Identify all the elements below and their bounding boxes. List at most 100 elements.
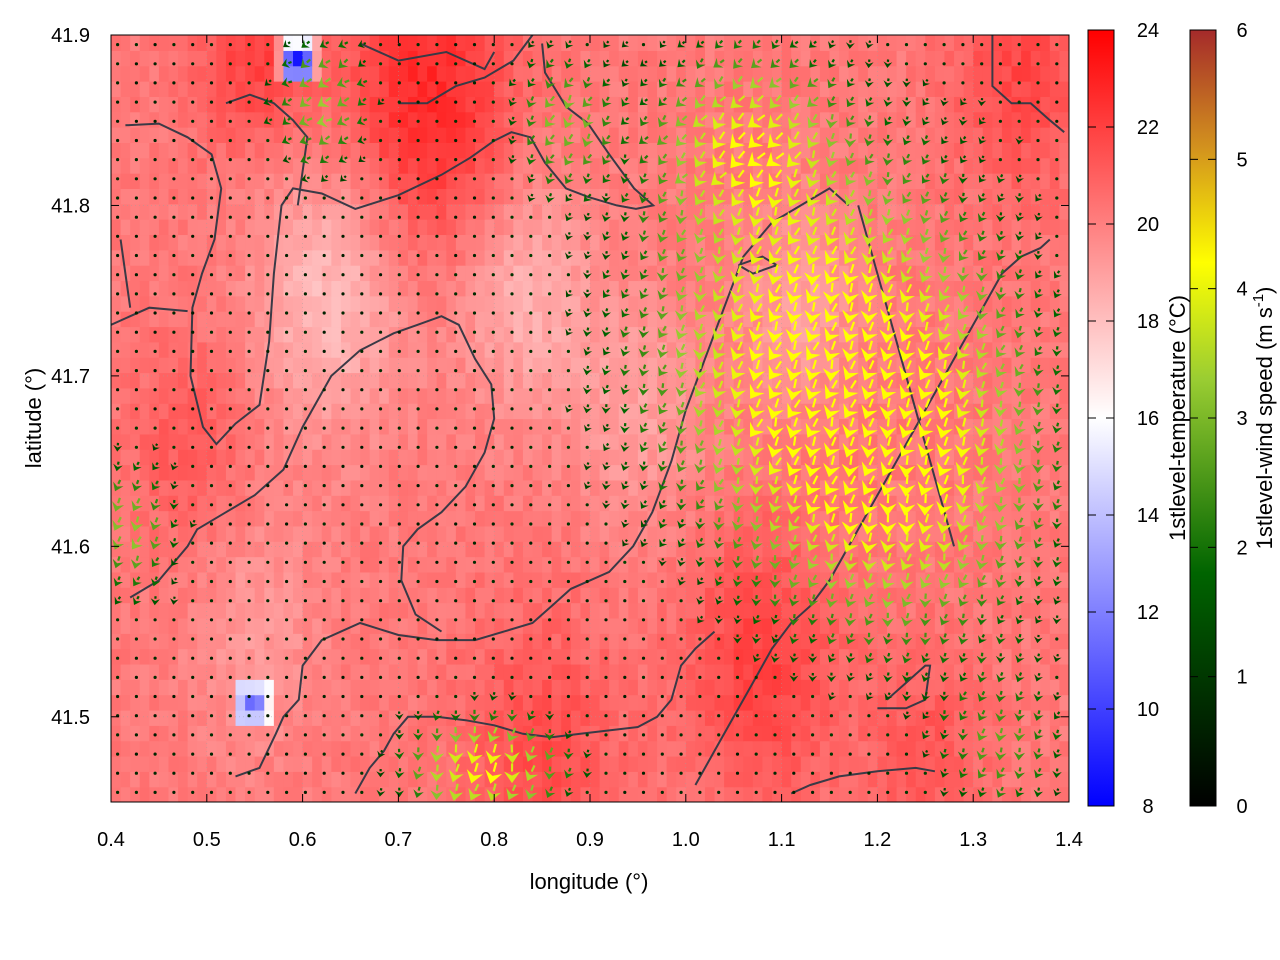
heat-cell: [494, 35, 505, 51]
heat-cell: [206, 694, 217, 711]
heat-cell: [139, 433, 150, 450]
heat-cell: [1059, 96, 1069, 113]
heat-cell: [628, 602, 639, 619]
heat-cell: [139, 203, 150, 220]
heat-cell: [388, 633, 399, 650]
heat-cell: [225, 127, 237, 143]
heat-cell: [781, 525, 792, 542]
heat-cell: [609, 249, 620, 266]
heat-cell: [321, 234, 332, 251]
heat-cell: [733, 234, 744, 251]
heat-cell: [867, 709, 878, 726]
heat-cell: [848, 280, 859, 297]
heat-cell: [695, 464, 706, 481]
heat-cell: [455, 157, 467, 174]
heat-cell: [216, 127, 227, 143]
heat-cell: [407, 111, 419, 128]
heat-cell: [331, 357, 342, 374]
heat-cell: [915, 188, 926, 205]
heat-cell: [733, 541, 744, 558]
heat-cell: [149, 280, 160, 297]
heat-cell: [436, 771, 447, 788]
heat-cell: [436, 679, 447, 696]
heat-cell: [743, 449, 754, 466]
heat-cell: [896, 464, 907, 481]
heat-cell: [120, 219, 131, 236]
heat-cell: [427, 694, 438, 711]
heat-cell: [446, 311, 457, 328]
heat-cell: [532, 771, 543, 788]
heat-cell: [168, 495, 179, 512]
heat-cell: [647, 157, 658, 174]
heat-cell: [647, 725, 658, 742]
heat-cell: [1011, 203, 1022, 220]
heat-cell: [407, 433, 419, 450]
heat-cell: [369, 326, 380, 343]
heat-cell: [484, 510, 495, 527]
heat-cell: [321, 617, 332, 634]
heat-cell: [772, 571, 783, 588]
heat-cell: [283, 755, 294, 772]
heat-cell: [915, 433, 926, 450]
heat-cell: [312, 265, 323, 282]
heat-cell: [839, 249, 850, 266]
heat-cell: [111, 96, 122, 113]
heat-cell: [1011, 464, 1022, 481]
heat-cell: [187, 449, 198, 466]
heat-cell: [1001, 786, 1013, 802]
heat-cell: [1001, 525, 1013, 542]
heat-cell: [503, 464, 514, 481]
heat-cell: [522, 755, 534, 772]
heat-cell: [877, 709, 888, 726]
heat-cell: [283, 142, 294, 159]
heat-cell: [264, 265, 275, 282]
heat-cell: [781, 433, 792, 450]
heat-cell: [695, 786, 706, 802]
heat-cell: [302, 433, 313, 450]
heat-cell: [580, 633, 591, 650]
heat-cell: [886, 81, 898, 97]
heat-cell: [551, 81, 562, 97]
heat-cell: [599, 648, 610, 665]
heat-cell: [1021, 418, 1032, 435]
heat-cell: [1001, 541, 1013, 558]
heat-cell: [858, 265, 869, 282]
heat-cell: [398, 602, 409, 619]
heat-cell: [695, 142, 706, 159]
heat-cell: [417, 326, 428, 343]
heat-cell: [580, 433, 591, 450]
heat-cell: [427, 587, 438, 604]
heat-cell: [819, 617, 831, 634]
heat-cell: [513, 326, 524, 343]
heat-cell: [427, 341, 438, 358]
heat-cell: [455, 341, 467, 358]
heat-cell: [858, 142, 869, 159]
heat-cell: [484, 387, 495, 404]
heat-cell: [1021, 510, 1032, 527]
heat-cell: [484, 556, 495, 573]
heat-cell: [618, 694, 629, 711]
heat-cell: [1040, 311, 1051, 328]
heat-cell: [743, 265, 754, 282]
heat-cell: [149, 311, 160, 328]
heat-cell: [1011, 357, 1022, 374]
heat-cell: [455, 648, 467, 665]
heat-cell: [398, 556, 409, 573]
heat-cell: [398, 249, 409, 266]
heat-cell: [369, 111, 380, 128]
heat-cell: [245, 479, 256, 496]
heat-cell: [446, 280, 457, 297]
heat-cell: [733, 587, 744, 604]
heat-cell: [149, 326, 160, 343]
heat-cell: [810, 725, 821, 742]
heat-cell: [858, 541, 869, 558]
heat-cell: [858, 35, 869, 51]
heat-cell: [436, 311, 447, 328]
heat-cell: [800, 96, 811, 113]
heat-cell: [561, 311, 572, 328]
heat-cell: [446, 173, 457, 189]
heat-cell: [839, 387, 850, 404]
heat-cell: [647, 142, 658, 159]
heat-cell: [245, 556, 256, 573]
heat-cell: [293, 694, 304, 711]
